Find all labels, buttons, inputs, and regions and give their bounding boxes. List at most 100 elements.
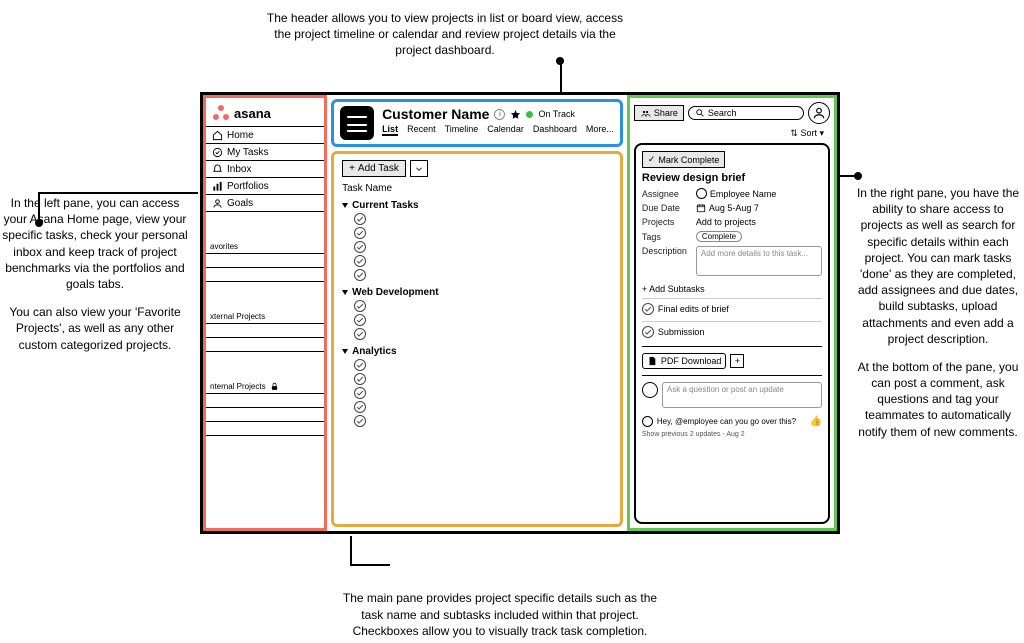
sidebar-item-home[interactable]: Home [206,127,324,144]
annotation-right-p1: In the right pane, you have the ability … [852,185,1024,347]
sort-button[interactable]: ⇅ Sort ▾ [634,128,830,139]
main-pane: Customer Name i On Track List Recent Tim… [327,95,627,531]
sidebar-item-label: Inbox [227,164,251,175]
task-checkbox[interactable] [354,401,366,413]
comment-text: Hey, @employee can you go over this? [657,417,806,426]
connector-line [38,192,198,194]
task-checkbox[interactable] [354,241,366,253]
add-attachment-button[interactable]: + [730,354,744,368]
sidebar-section-internal[interactable]: nternal Projects [206,380,324,394]
task-checkbox[interactable] [354,415,366,427]
projects-label: Projects [642,217,690,227]
sidebar-section-label: xternal Projects [210,312,265,321]
attachment-label: PDF Download [661,356,722,366]
annotation-right-p2: At the bottom of the pane, you can post … [852,359,1024,440]
star-icon[interactable] [510,109,521,120]
connector-line [350,564,390,566]
annotation-left: In the left pane, you can access your As… [0,195,190,353]
home-icon [212,130,223,141]
task-checkbox[interactable] [354,213,366,225]
search-icon [695,108,705,118]
task-checkbox[interactable] [354,227,366,239]
tab-timeline[interactable]: Timeline [445,124,479,136]
task-checkbox[interactable] [354,328,366,340]
connector-line [38,192,40,222]
comment-input[interactable]: Ask a question or post an update [662,382,822,408]
task-checkbox[interactable] [354,314,366,326]
chevron-down-icon [342,290,348,295]
attachment-pdf[interactable]: PDF Download [642,353,727,369]
search-input[interactable]: Search [688,106,804,120]
tab-calendar[interactable]: Calendar [487,124,524,136]
mark-complete-button[interactable]: ✓ Mark Complete [642,151,726,168]
share-button[interactable]: Share [634,105,684,121]
sidebar-item-goals[interactable]: Goals [206,195,324,212]
task-section-header[interactable]: Current Tasks [342,200,612,211]
chevron-down-icon [414,164,424,174]
check-circle-icon[interactable] [642,303,654,315]
add-subtasks-label: Add Subtasks [649,284,705,294]
status-label: On Track [538,109,575,119]
user-avatar[interactable] [808,102,830,124]
comment-history[interactable]: Show previous 2 updates - Aug 2 [642,431,822,438]
assignee-value[interactable]: Employee Name [710,189,777,199]
annotation-left-p2: You can also view your 'Favorite Project… [0,304,190,353]
subtask-label: Submission [658,327,705,337]
task-checkbox[interactable] [354,359,366,371]
tab-recent[interactable]: Recent [407,124,436,136]
tab-more[interactable]: More... [586,124,614,136]
sidebar-item-mytasks[interactable]: My Tasks [206,144,324,161]
annotation-right: In the right pane, you have the ability … [852,185,1024,440]
sidebar-item-inbox[interactable]: Inbox [206,161,324,178]
task-detail-title: Review design brief [642,172,822,184]
app-frame: asana Home My Tasks Inbox Portfolios Goa… [200,92,840,534]
info-icon[interactable]: i [494,109,505,120]
description-label: Description [642,246,690,256]
person-icon [212,198,223,209]
task-checkbox[interactable] [354,373,366,385]
task-checkbox[interactable] [354,269,366,281]
task-checkbox[interactable] [354,255,366,267]
thumbs-up-icon[interactable]: 👍 [810,416,822,427]
tab-list[interactable]: List [382,124,398,136]
add-task-button[interactable]: + Add Task [342,160,406,177]
due-value[interactable]: Aug 5-Aug 7 [709,203,759,213]
annotation-bottom: The main pane provides project specific … [335,590,665,639]
right-pane: Share Search ⇅ Sort ▾ ✓ Mark Complete Re… [627,95,837,531]
search-placeholder: Search [708,108,737,118]
person-icon [812,106,826,120]
add-task-label: Add Task [358,163,399,174]
bell-icon [212,164,223,175]
sidebar-section-external[interactable]: xternal Projects [206,310,324,324]
people-icon [640,109,651,118]
add-task-dropdown[interactable] [410,160,428,177]
projects-value[interactable]: Add to projects [696,217,756,227]
sidebar-item-portfolios[interactable]: Portfolios [206,178,324,195]
subtask-row[interactable]: Submission [642,321,822,340]
brand-row[interactable]: asana [206,98,324,126]
sort-label: Sort [800,128,817,138]
check-icon: ✓ [648,154,656,165]
annotation-top: The header allows you to view projects i… [260,10,630,59]
check-circle-icon[interactable] [642,326,654,338]
sidebar: asana Home My Tasks Inbox Portfolios Goa… [203,95,327,531]
task-section-header[interactable]: Analytics [342,346,612,357]
chevron-down-icon [342,349,348,354]
task-checkbox[interactable] [354,387,366,399]
bar-chart-icon [212,181,223,192]
tags-value[interactable]: Complete [696,231,742,242]
sidebar-blank-row [206,422,324,436]
description-input[interactable]: Add more details to this task... [696,246,822,276]
sidebar-section-label: avorites [210,242,238,251]
section-label: Analytics [352,346,396,357]
tab-dashboard[interactable]: Dashboard [533,124,577,136]
task-section-header[interactable]: Web Development [342,287,612,298]
sort-icon: ⇅ [790,128,798,138]
column-header-taskname: Task Name [342,183,612,194]
sidebar-section-favorites[interactable]: avorites [206,240,324,254]
subtask-row[interactable]: Final edits of brief [642,298,822,317]
connector-line [560,60,562,92]
task-checkbox[interactable] [354,300,366,312]
avatar-icon [642,382,658,398]
add-subtasks-button[interactable]: + Add Subtasks [642,284,822,294]
